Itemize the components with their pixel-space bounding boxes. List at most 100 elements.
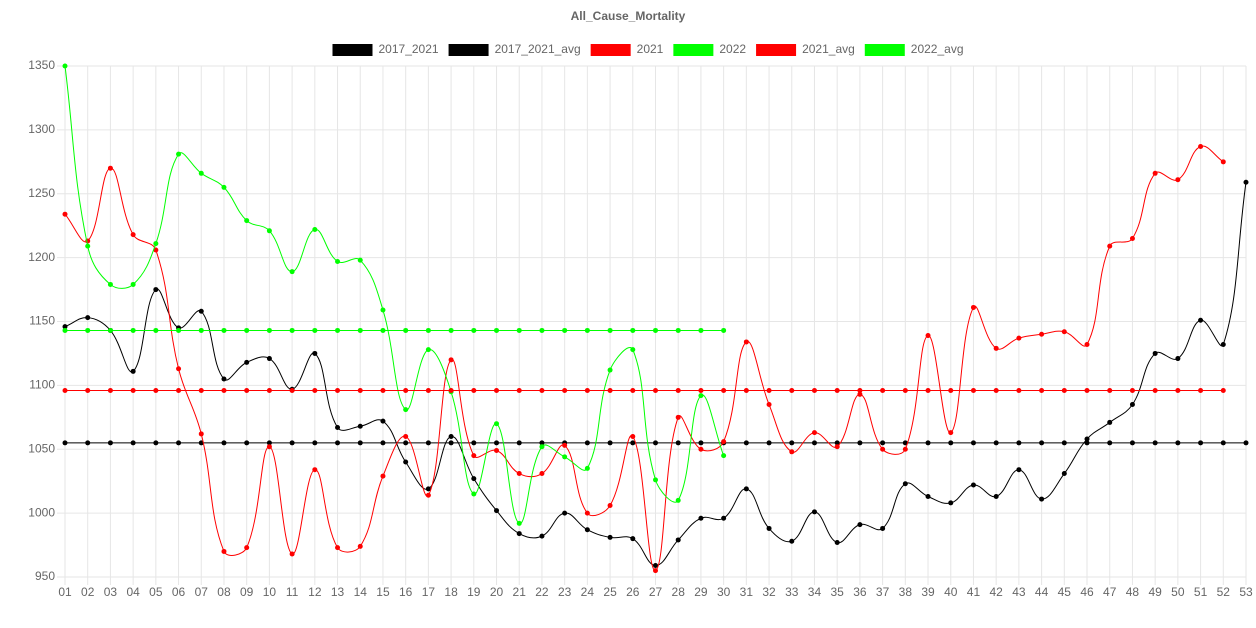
data-point [312, 327, 318, 333]
data-point [312, 467, 318, 473]
legend-swatch [448, 44, 489, 56]
legend-label: 2021 [637, 42, 664, 56]
data-point [1129, 235, 1135, 241]
x-tick-label: 26 [626, 585, 640, 599]
data-point [130, 232, 136, 238]
data-point [539, 444, 545, 450]
data-point [244, 440, 250, 446]
data-point [993, 345, 999, 351]
x-tick-label: 10 [263, 585, 277, 599]
data-point [811, 387, 817, 393]
y-tick-label: 1100 [29, 378, 55, 392]
data-point [1175, 387, 1181, 393]
data-point [584, 510, 590, 516]
data-point [1016, 387, 1022, 393]
data-point [380, 440, 386, 446]
data-point [1152, 387, 1158, 393]
legend-swatch [864, 44, 905, 56]
data-point [766, 387, 772, 393]
data-point [494, 440, 500, 446]
data-point [653, 563, 658, 569]
data-point [993, 440, 999, 446]
data-point [1198, 143, 1204, 149]
x-tick-label: 48 [1126, 585, 1140, 599]
x-tick-label: 19 [467, 585, 481, 599]
data-point [425, 486, 431, 492]
x-tick-label: 50 [1171, 585, 1185, 599]
data-point [698, 515, 704, 521]
x-tick-label: 01 [58, 585, 72, 599]
y-tick-label: 1050 [28, 441, 55, 455]
data-point [1129, 402, 1135, 408]
data-point [244, 359, 250, 365]
data-point [675, 414, 681, 420]
data-point [721, 453, 727, 459]
data-point [62, 211, 68, 217]
data-point [448, 357, 454, 363]
x-tick-label: 41 [967, 585, 981, 599]
data-point [85, 315, 91, 321]
data-point [153, 247, 159, 253]
data-point [539, 533, 545, 539]
x-tick-label: 39 [921, 585, 935, 599]
data-point [857, 391, 863, 397]
data-point [834, 444, 840, 450]
data-point [539, 440, 545, 446]
data-point [425, 347, 431, 353]
x-tick-label: 38 [899, 585, 913, 599]
data-point [675, 327, 681, 333]
data-point [335, 327, 341, 333]
data-point [62, 327, 68, 333]
data-point [153, 287, 159, 293]
data-point [221, 376, 227, 382]
data-point [562, 327, 568, 333]
data-point [130, 387, 136, 393]
data-point [176, 387, 182, 393]
x-tick-label: 45 [1058, 585, 1072, 599]
data-point [176, 151, 182, 157]
data-point [198, 387, 204, 393]
data-point [653, 387, 658, 393]
data-point [1039, 496, 1045, 502]
data-point [403, 440, 409, 446]
data-point [948, 500, 954, 506]
data-point [266, 327, 272, 333]
data-point [107, 387, 113, 393]
data-point [539, 387, 545, 393]
x-tick-label: 20 [490, 585, 504, 599]
data-point [289, 269, 295, 275]
data-point [902, 481, 908, 487]
data-point [1016, 335, 1022, 341]
x-tick-label: 31 [740, 585, 754, 599]
data-point [380, 387, 386, 393]
x-tick-label: 07 [195, 585, 209, 599]
data-point [653, 568, 658, 574]
data-point [471, 327, 477, 333]
data-point [62, 63, 68, 69]
data-point [448, 387, 454, 393]
data-point [880, 446, 886, 452]
data-point [1175, 177, 1181, 183]
data-point [312, 387, 318, 393]
x-tick-label: 49 [1148, 585, 1162, 599]
data-point [880, 440, 886, 446]
x-tick-label: 03 [104, 585, 118, 599]
x-tick-label: 36 [853, 585, 867, 599]
x-tick-label: 46 [1080, 585, 1094, 599]
data-point [970, 304, 976, 310]
x-tick-label: 32 [762, 585, 776, 599]
data-point [1107, 440, 1113, 446]
data-point [289, 327, 295, 333]
data-point [630, 536, 636, 542]
data-point [880, 525, 886, 531]
data-point [970, 482, 976, 488]
data-point [1061, 387, 1067, 393]
data-point [1220, 440, 1226, 446]
data-point [1175, 440, 1181, 446]
data-point [130, 368, 136, 374]
data-point [1198, 440, 1204, 446]
data-point [925, 333, 931, 339]
data-point [312, 350, 318, 356]
data-point [630, 387, 636, 393]
data-point [176, 327, 182, 333]
